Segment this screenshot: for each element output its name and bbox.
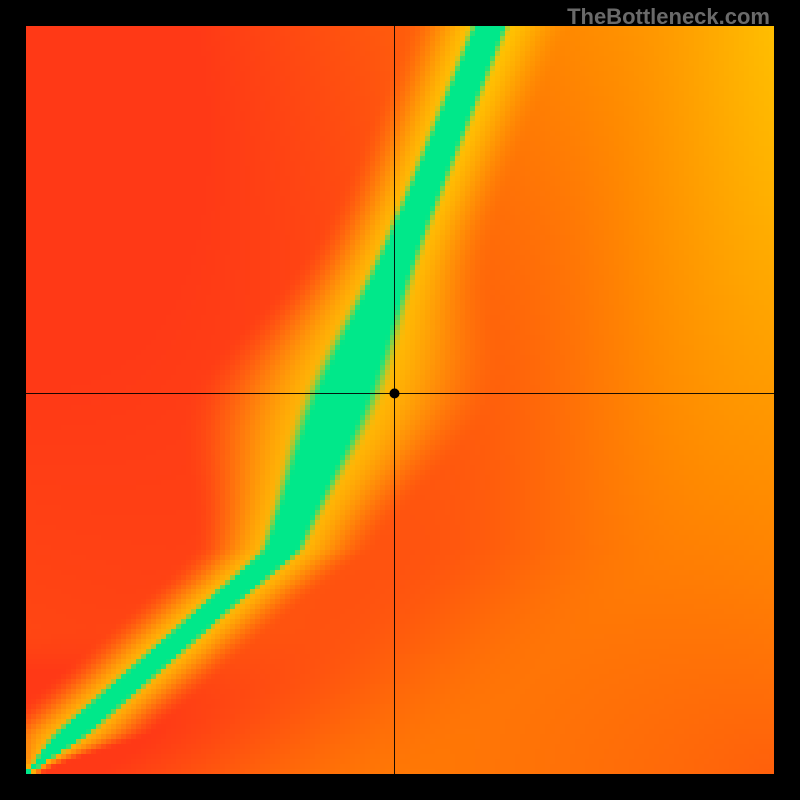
chart-container: TheBottleneck.com	[0, 0, 800, 800]
bottleneck-heatmap	[26, 26, 774, 774]
watermark-text: TheBottleneck.com	[567, 4, 770, 30]
